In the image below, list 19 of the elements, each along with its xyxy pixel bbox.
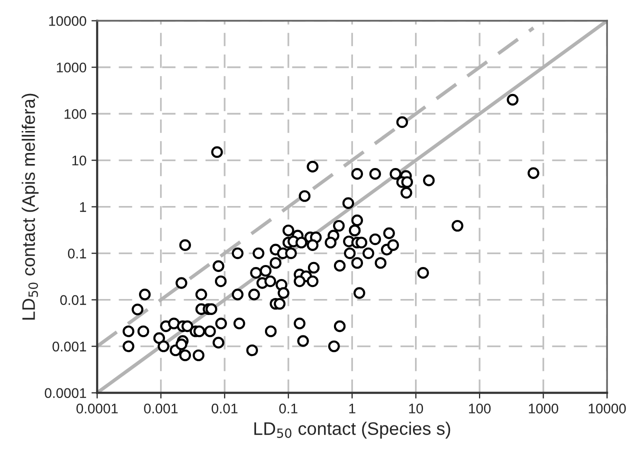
- y-tick-label: 0.0001: [44, 388, 86, 398]
- x-tick-label: 0.001: [144, 404, 178, 414]
- y-axis-title: LD$_{50}$ contact (Apis mellifera): [22, 94, 39, 320]
- x-tick-label: 0.1: [279, 404, 298, 414]
- y-tick-label: 0.01: [60, 295, 86, 305]
- x-tick-label: 1000: [528, 404, 558, 414]
- y-tick-label: 1: [80, 202, 86, 212]
- x-tick-label: 100: [469, 404, 491, 414]
- x-axis-title: LD$_{50}$ contact (Species s): [254, 422, 450, 439]
- y-tick-label: 10: [72, 156, 86, 166]
- y-tick-label: 0.001: [52, 342, 86, 352]
- x-tick-label: 10000: [588, 404, 626, 414]
- x-tick-label: 10: [409, 404, 424, 414]
- y-tick-label: 100: [64, 109, 86, 119]
- y-tick-label: 1000: [56, 62, 86, 72]
- x-tick-label: 1: [349, 404, 356, 414]
- y-tick-label: 0.1: [68, 248, 86, 258]
- x-tick-label: 0.01: [212, 404, 238, 414]
- y-tick-label: 10000: [49, 16, 86, 26]
